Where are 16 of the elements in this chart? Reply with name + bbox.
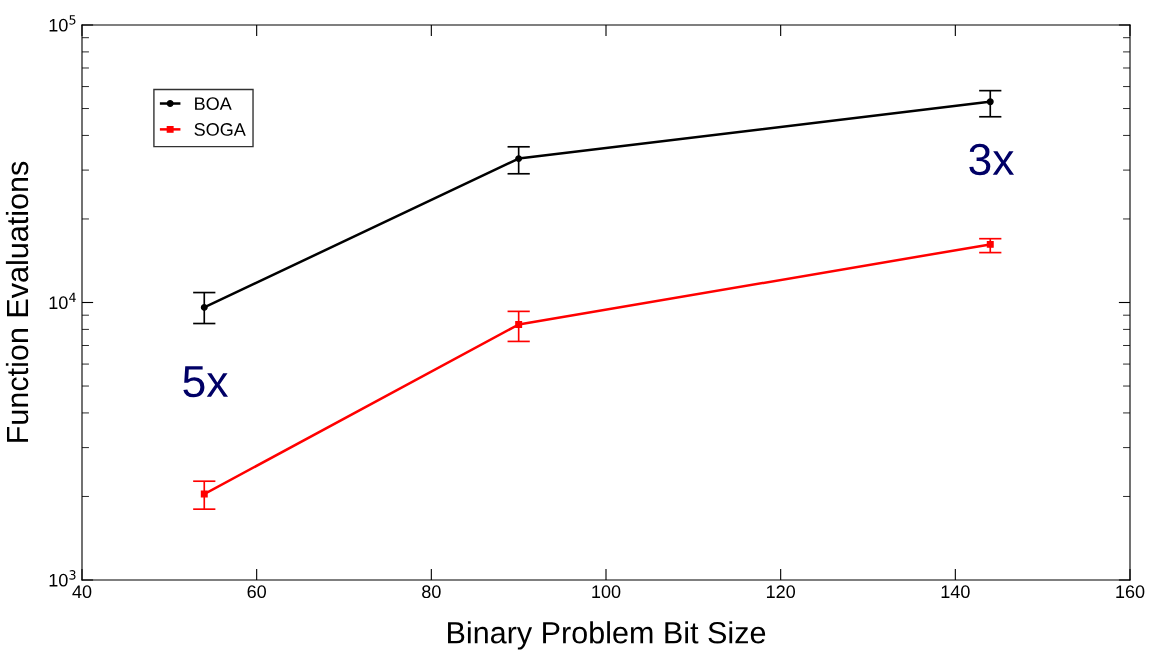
y-tick-label: 10$^{4}$ [49, 292, 76, 310]
x-axis-title: Binary Problem Bit Size [448, 621, 766, 650]
x-tick-label: 80 [422, 585, 441, 599]
legend-label: BOA [195, 97, 232, 111]
annotation: 3x [969, 143, 1015, 176]
x-tick-label: 40 [72, 585, 92, 599]
annotation: 5x [183, 366, 229, 398]
legend-label: SOGA [194, 123, 246, 136]
x-tick-label: 60 [247, 585, 266, 599]
y-tick-label: 10$^{5}$ [49, 15, 76, 32]
x-tick-label: 160 [1116, 585, 1145, 599]
y-axis-title: Function Evaluations [5, 161, 29, 442]
y-tick-label: 10$^{3}$ [49, 570, 76, 587]
x-tick-label: 100 [592, 585, 621, 599]
x-tick-label: 140 [941, 585, 970, 599]
x-tick-label: 120 [766, 585, 796, 599]
